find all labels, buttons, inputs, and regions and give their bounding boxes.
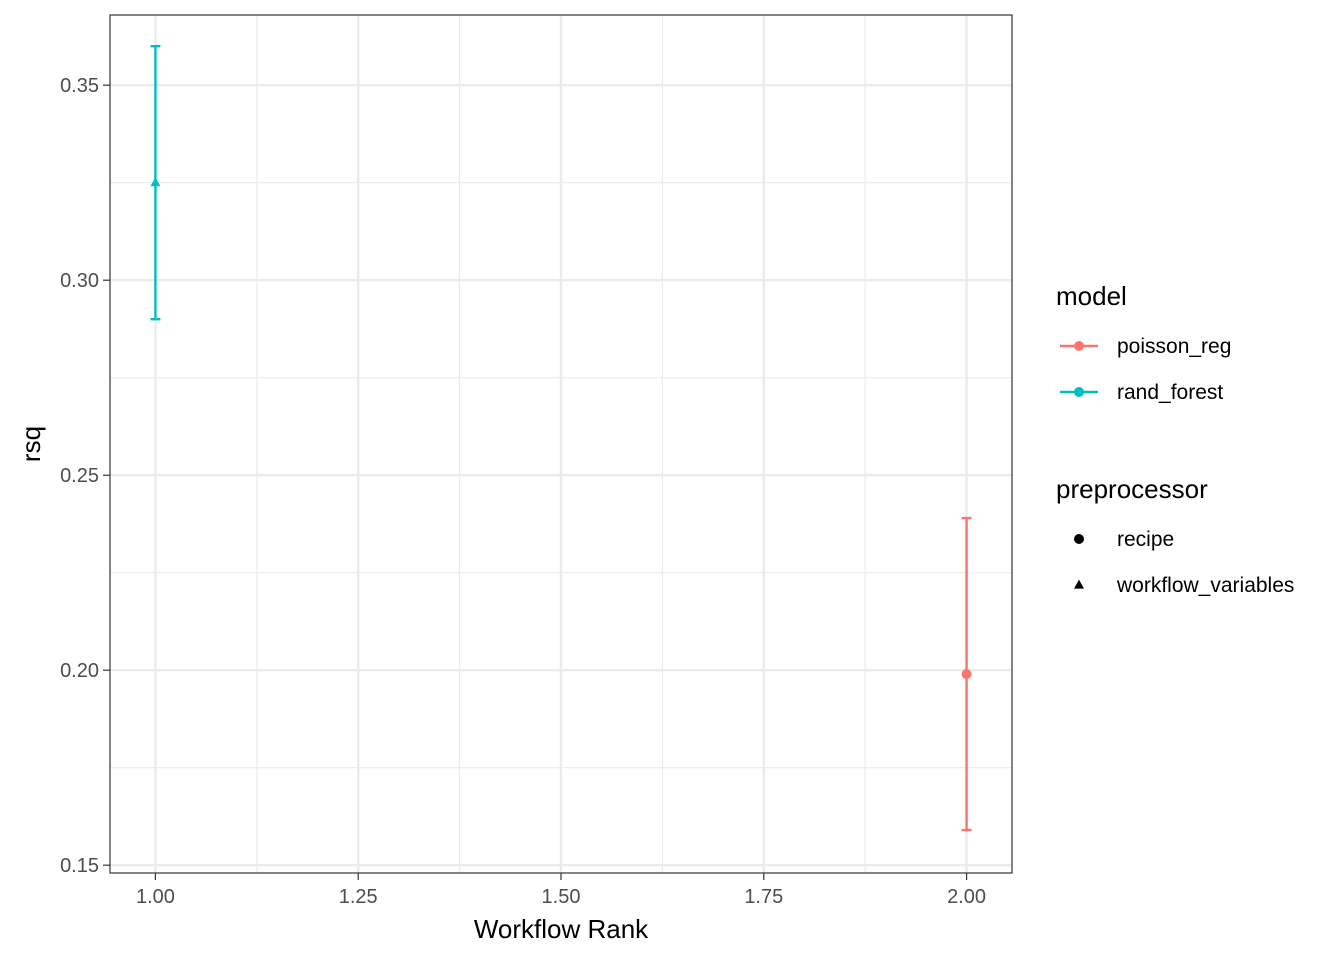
data-point: [150, 177, 161, 187]
x-tick-label: 1.75: [744, 886, 783, 908]
legend-label: workflow_variables: [1116, 574, 1294, 597]
legend-label: poisson_reg: [1117, 335, 1231, 358]
x-tick-label: 1.50: [542, 886, 581, 908]
legend-key-point: [1074, 341, 1084, 351]
legend: model poisson_reg rand_forest preprocessor r…: [1056, 281, 1294, 597]
x-tick-label: 1.00: [136, 886, 175, 908]
legend-key-shape: [1074, 534, 1084, 544]
y-tick-labels: 0.15 0.20 0.25 0.30 0.35: [60, 75, 99, 877]
x-tick-label: 2.00: [947, 886, 986, 908]
y-tick-label: 0.20: [60, 660, 99, 682]
x-tick-labels: 1.00 1.25 1.50 1.75 2.00: [136, 886, 986, 908]
data-marks: [150, 45, 972, 832]
y-tick-label: 0.30: [60, 270, 99, 292]
legend-label: recipe: [1117, 528, 1174, 551]
y-tick-label: 0.15: [60, 855, 99, 877]
y-tick-label: 0.35: [60, 75, 99, 97]
legend-title: preprocessor: [1056, 474, 1208, 504]
y-tick-label: 0.25: [60, 465, 99, 487]
x-axis-title: Workflow Rank: [474, 914, 649, 944]
legend-title: model: [1056, 281, 1127, 311]
legend-key-point: [1074, 387, 1084, 397]
x-tick-label: 1.25: [339, 886, 378, 908]
axis-ticks: [103, 84, 968, 880]
legend-key-shape: [1074, 579, 1084, 589]
data-point: [961, 669, 972, 680]
legend-label: rand_forest: [1117, 381, 1223, 404]
y-axis-title: rsq: [16, 426, 46, 462]
